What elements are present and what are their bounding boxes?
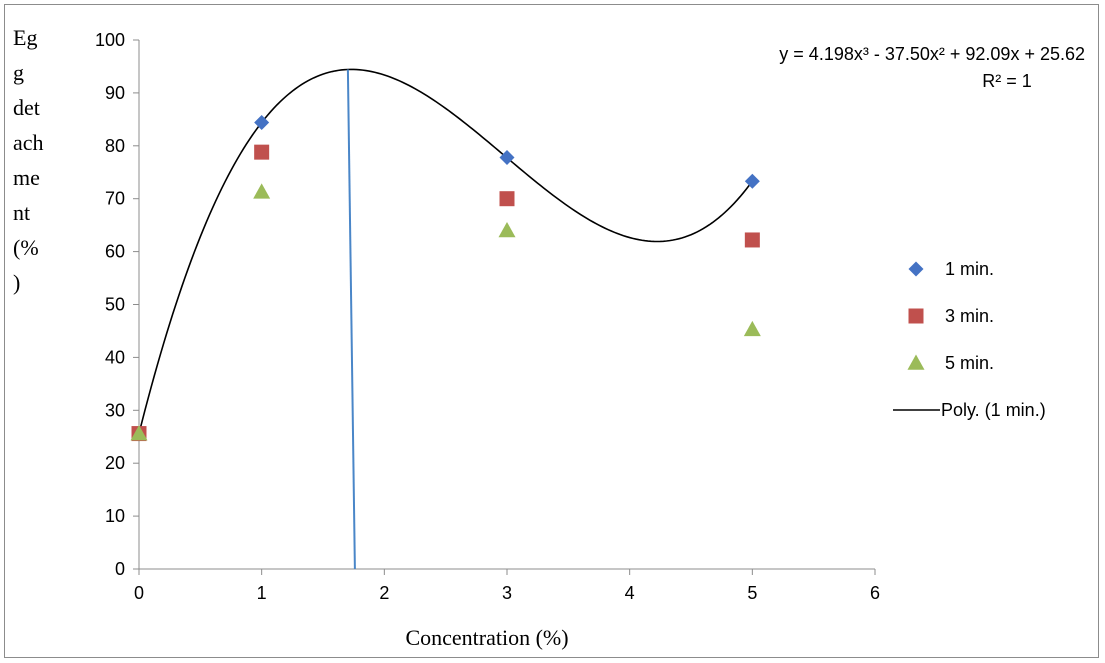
legend-label: 1 min. [945, 259, 994, 279]
x-tick-label: 4 [625, 583, 635, 603]
legend-item: 1 min. [909, 259, 995, 279]
x-axis-label: Concentration (%) [405, 625, 568, 650]
data-point [254, 115, 269, 130]
data-point [500, 191, 515, 206]
y-axis-label-line: Eg [13, 25, 37, 50]
legend-label: 5 min. [945, 353, 994, 373]
legend-swatch [909, 309, 924, 324]
legend: 1 min. 3 min. 5 min. Poly. (1 min.) [893, 259, 1046, 420]
y-axis-label-line: g [13, 60, 24, 85]
y-tick-label: 80 [105, 136, 125, 156]
chart-frame: 0 10 20 30 40 50 60 70 80 90 100 0 1 2 3 4 5 6 Eg g det ach m… [4, 4, 1099, 658]
y-axis-label-line: me [13, 165, 40, 190]
x-tick-label: 5 [747, 583, 757, 603]
x-tick-label: 3 [502, 583, 512, 603]
series-1-min- [132, 115, 760, 441]
trendline-poly-1min [139, 69, 752, 433]
series-5-min- [131, 183, 761, 440]
data-point [253, 183, 270, 198]
x-tick-label: 0 [134, 583, 144, 603]
x-tick-label: 1 [257, 583, 267, 603]
equation-line: R² = 1 [982, 71, 1032, 91]
legend-label: 3 min. [945, 306, 994, 326]
y-tick-label: 90 [105, 83, 125, 103]
y-axis-label: Eg g det ach me nt (%) [13, 25, 44, 295]
chart-svg: 0 10 20 30 40 50 60 70 80 90 100 0 1 2 3 4 5 6 Eg g det ach m… [5, 5, 1100, 659]
data-point [499, 222, 516, 237]
x-tick-label: 2 [379, 583, 389, 603]
y-axis-label-line: nt [13, 200, 30, 225]
legend-label: Poly. (1 min.) [941, 400, 1046, 420]
trendline-equation: y = 4.198x³ - 37.50x² + 92.09x + 25.62 R²… [779, 44, 1085, 91]
y-axis-label-line: (% [13, 235, 39, 260]
data-point [254, 145, 269, 160]
legend-swatch [909, 262, 924, 277]
y-tick-label: 100 [95, 30, 125, 50]
y-axis-label-line: ) [13, 270, 20, 295]
legend-item: 3 min. [909, 306, 995, 326]
data-point [744, 321, 761, 336]
y-tick-label: 70 [105, 189, 125, 209]
legend-swatch [908, 355, 925, 370]
y-tick-label: 0 [115, 559, 125, 579]
plot-area [131, 69, 761, 569]
series-3-min- [132, 145, 760, 441]
data-point [745, 232, 760, 247]
axes: 0 10 20 30 40 50 60 70 80 90 100 0 1 2 3 4 5 6 [95, 30, 880, 603]
data-point [745, 174, 760, 189]
y-axis-label-line: ach [13, 130, 44, 155]
legend-item: Poly. (1 min.) [893, 400, 1046, 420]
x-tick-label: 6 [870, 583, 880, 603]
y-tick-label: 10 [105, 506, 125, 526]
y-tick-label: 50 [105, 295, 125, 315]
y-tick-label: 30 [105, 400, 125, 420]
y-tick-label: 40 [105, 347, 125, 367]
y-tick-label: 60 [105, 242, 125, 262]
y-axis-label-line: det [13, 95, 40, 120]
y-tick-label: 20 [105, 453, 125, 473]
legend-item: 5 min. [908, 353, 995, 373]
vertical-marker-line [348, 69, 355, 569]
equation-line: y = 4.198x³ - 37.50x² + 92.09x + 25.62 [779, 44, 1085, 64]
